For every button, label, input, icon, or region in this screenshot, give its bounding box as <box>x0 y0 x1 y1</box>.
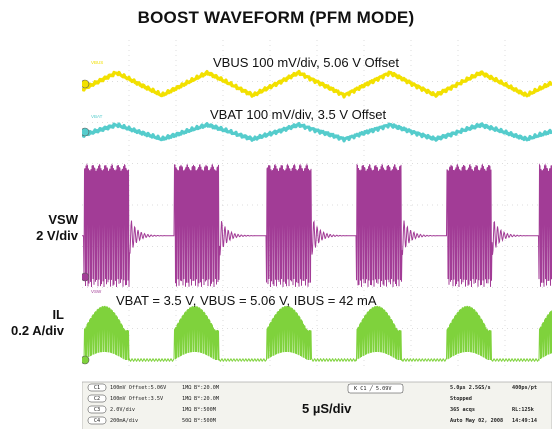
trace-tag-vbat: VBAT <box>91 114 103 119</box>
channel-badge <box>87 405 107 414</box>
acquisition-info-right: 400ps/pt <box>512 385 537 391</box>
channel-bandwidth: Bᵂ:20.0M <box>194 385 219 391</box>
vsw-trace <box>82 163 552 288</box>
channel-setting: 100mV Offset:3.5V <box>110 396 163 402</box>
channel-setting: 200mA/div <box>110 418 138 424</box>
channel-impedance: 50Ω <box>182 418 191 424</box>
oscilloscope-screen: VBUS VBAT VSW VBUS 100 mV/div, 5.06 V Offs… <box>82 40 552 429</box>
channel-badge-label: C3 <box>94 407 100 413</box>
vbus-annotation: VBUS 100 mV/div, 5.06 V Offset <box>213 55 399 70</box>
vsw-name: VSW <box>48 212 78 227</box>
trace-tags: VBUS VBAT VSW <box>91 60 103 294</box>
vsw-marker <box>82 272 90 282</box>
il-scale: 0.2 A/div <box>11 323 64 338</box>
channel-badge-label: C2 <box>94 396 100 402</box>
vsw-label: VSW 2 V/div <box>22 212 78 244</box>
channel-setting: 100mV Offset:5.06V <box>110 385 166 391</box>
vbus-marker <box>82 79 90 89</box>
acquisition-info-right: 14:49:14 <box>512 418 537 424</box>
graticule <box>82 40 552 370</box>
chart-title: BOOST WAVEFORM (PFM MODE) <box>137 8 415 27</box>
trigger-readout: K C1 ╱ 5.09V <box>354 385 391 392</box>
traces <box>82 69 552 363</box>
il-marker <box>82 355 90 365</box>
il-label: IL 0.2 A/div <box>6 307 64 339</box>
timebase-label: 5 µS/div <box>302 401 352 416</box>
waveform-plot: VBUS VBAT VSW VBUS 100 mV/div, 5.06 V Offs… <box>82 40 552 429</box>
channel-impedance: 1MΩ <box>182 396 191 402</box>
channel-badge <box>87 394 107 403</box>
channel-badge-label: C1 <box>94 385 100 391</box>
conditions-annotation: VBAT = 3.5 V, VBUS = 5.06 V, IBUS = 42 m… <box>116 293 377 308</box>
channel-impedance: 1MΩ <box>182 385 191 391</box>
channel-badge <box>87 416 107 425</box>
channel-bandwidth: Bᵂ:500M <box>194 407 216 413</box>
vbat-annotation: VBAT 100 mV/div, 3.5 V Offset <box>210 107 386 122</box>
trace-tag-vbus: VBUS <box>91 60 103 65</box>
il-trace <box>82 305 552 363</box>
acquisition-info-right: RL:125k <box>512 407 535 413</box>
vbat-trace <box>82 121 552 143</box>
acquisition-info: 5.0µs 2.5GS/s <box>450 385 491 391</box>
channel-bandwidth: Bᵂ:500M <box>194 418 216 424</box>
vbat-marker <box>82 127 90 137</box>
vbus-trace <box>82 69 552 99</box>
trace-tag-vsw: VSW <box>91 289 102 294</box>
channel-markers <box>82 79 90 365</box>
acquisition-info: Auto May 02, 2008 <box>450 418 503 424</box>
trigger-box <box>347 383 404 394</box>
channel-badge-label: C4 <box>94 418 100 424</box>
acquisition-info: Stopped <box>450 396 472 402</box>
channel-impedance: 1MΩ <box>182 407 191 413</box>
acquisition-info: 365 acqs <box>450 407 475 413</box>
channel-setting: 2.0V/div <box>110 407 135 413</box>
channel-bandwidth: Bᵂ:20.0M <box>194 396 219 402</box>
channel-badge <box>87 383 107 392</box>
il-name: IL <box>52 307 64 322</box>
vsw-scale: 2 V/div <box>36 228 78 243</box>
status-bar-panel <box>82 381 552 429</box>
